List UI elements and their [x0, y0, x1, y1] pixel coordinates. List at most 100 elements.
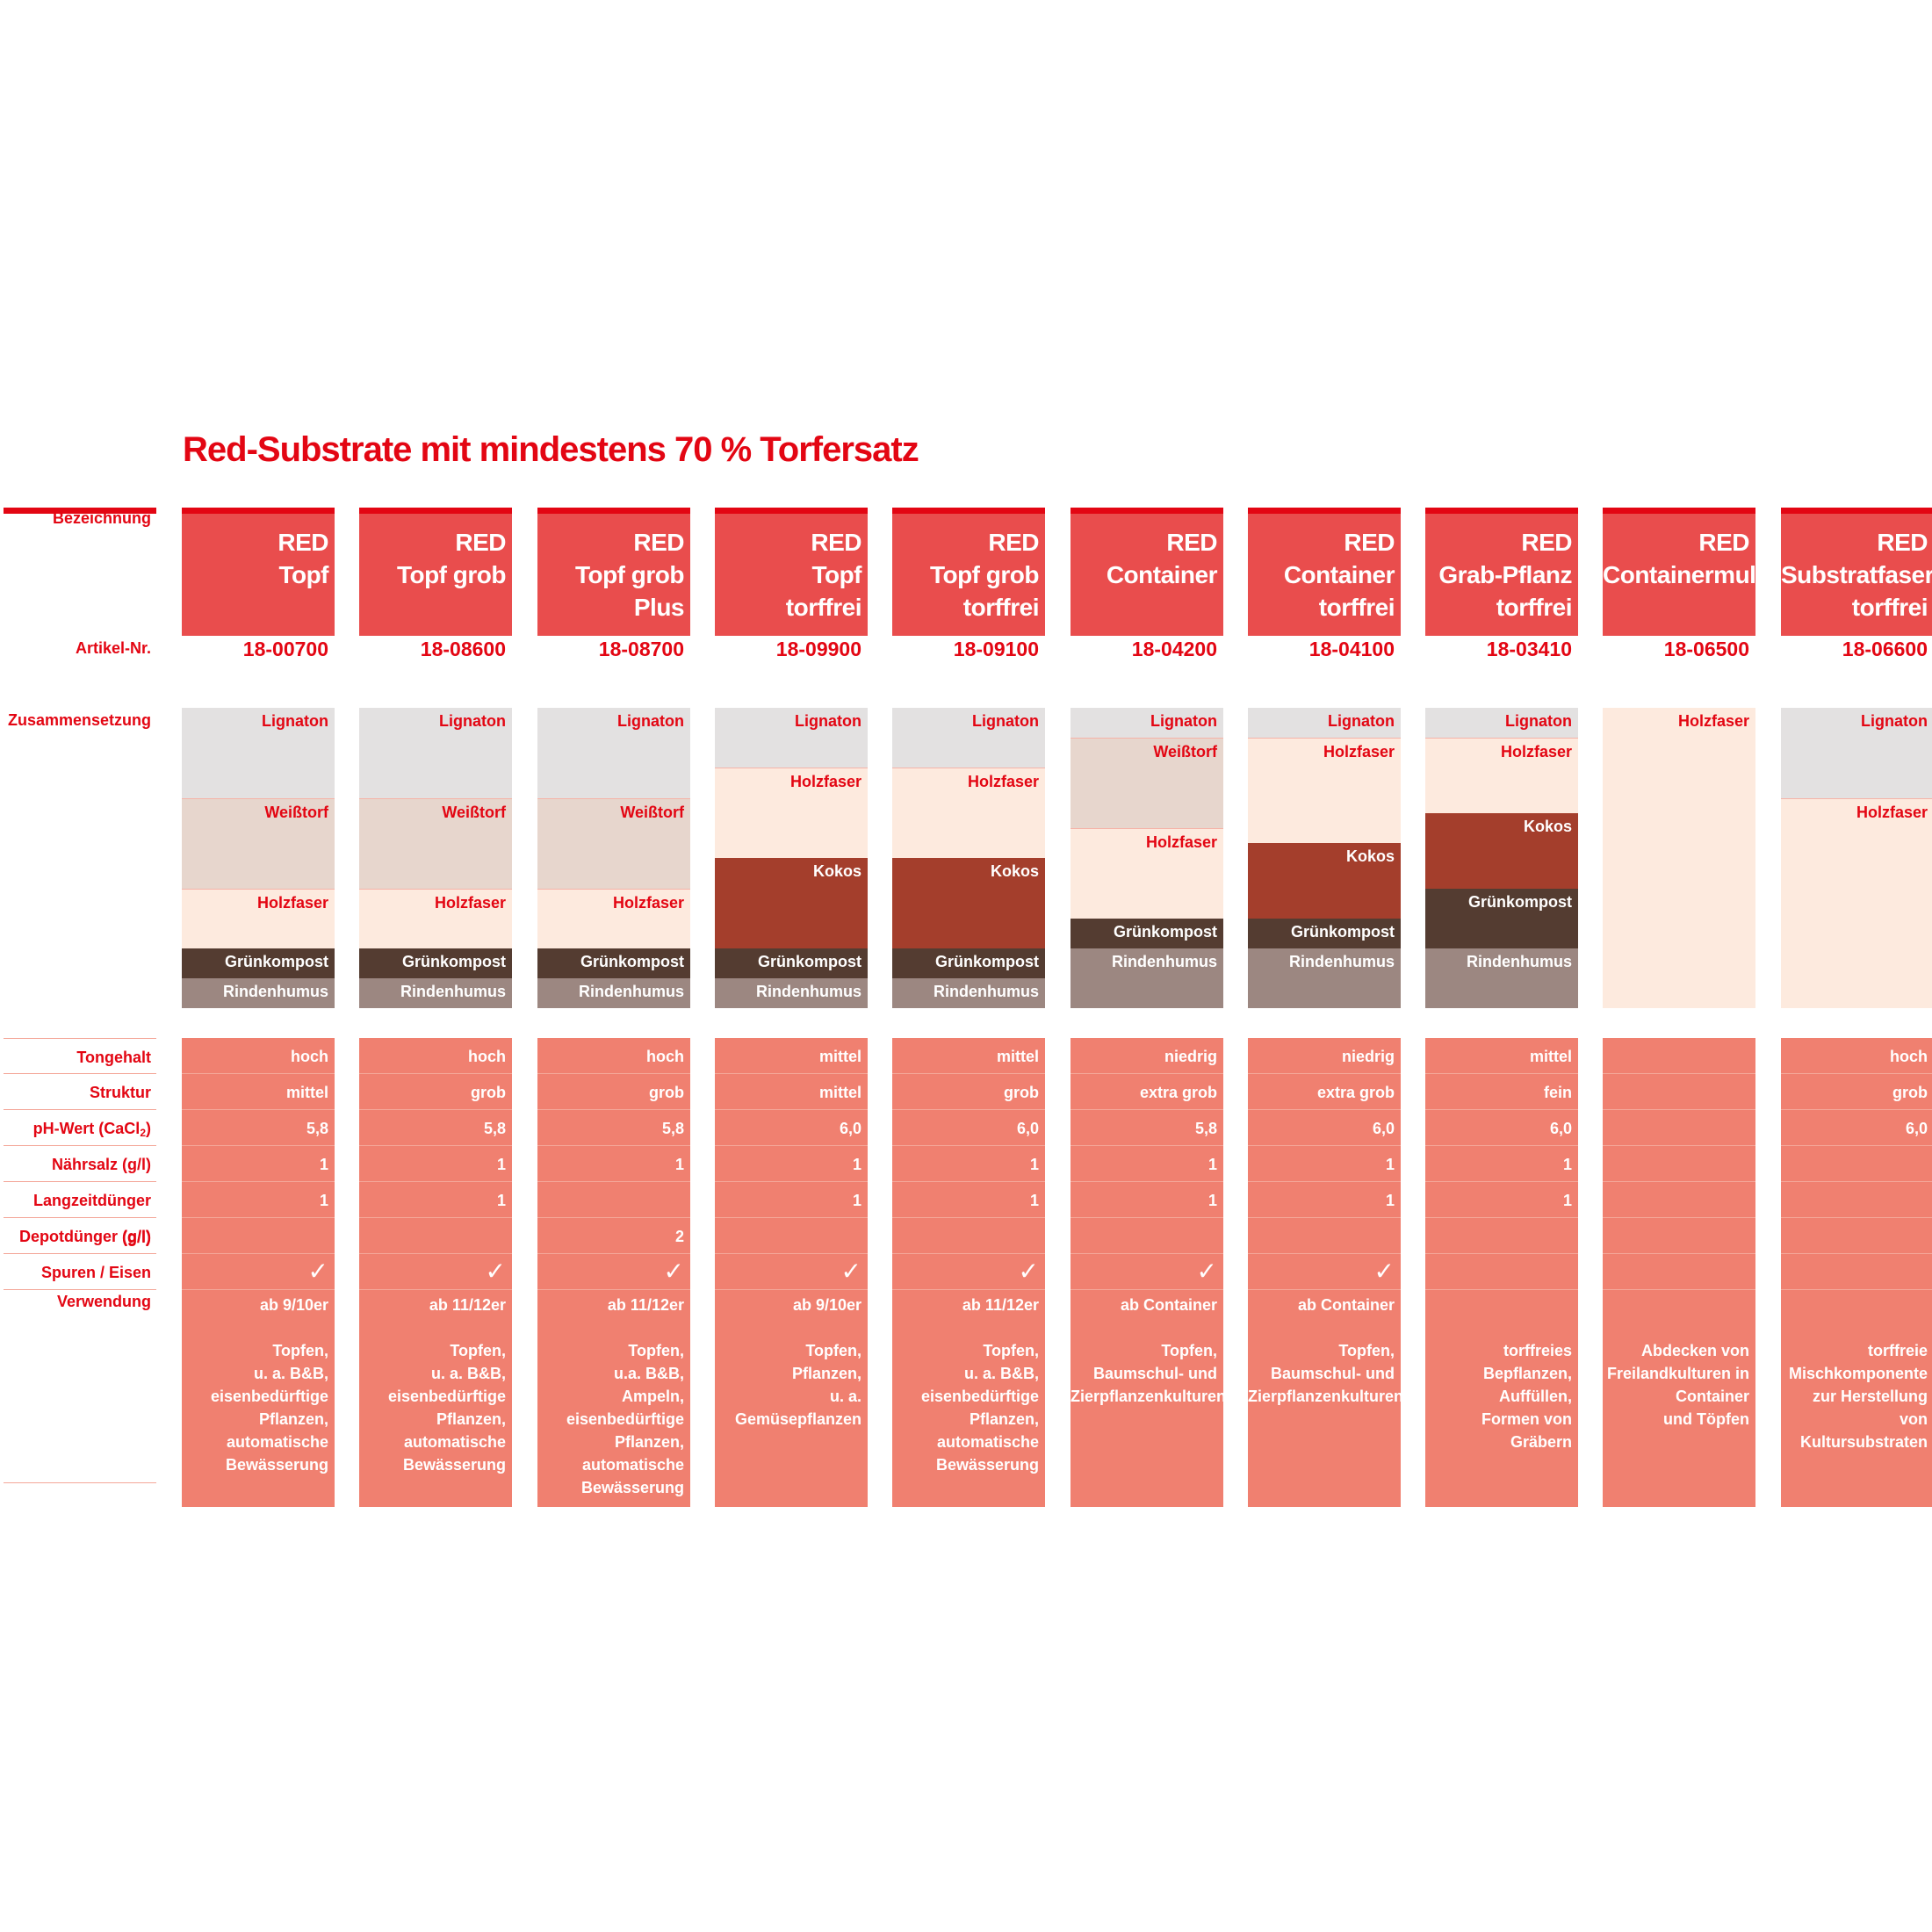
product-name-line: RED — [1166, 529, 1217, 556]
clay-cell — [1603, 1038, 1755, 1074]
usage-line: Topfen, — [1338, 1342, 1395, 1359]
longterm-cell: 1 — [359, 1182, 512, 1218]
salt-cell: 1 — [715, 1146, 868, 1182]
composition-layer-gruenkompost: Grünkompost — [1248, 919, 1401, 948]
composition-layer-kokos: Kokos — [1248, 843, 1401, 919]
row-label-name: Bezeichnung — [52, 509, 151, 527]
properties-block: hoch grob 5,8 1 1 ✓ ab 11/12er Topfen, u. a. B&B… — [359, 1038, 512, 1507]
clay-cell: hoch — [359, 1038, 512, 1074]
composition-layer-holzfaser: Holzfaser — [1248, 738, 1401, 843]
product-name-line: Substratfaser — [1781, 561, 1932, 588]
longterm-cell: 1 — [892, 1182, 1045, 1218]
salt-cell — [1603, 1146, 1755, 1182]
composition-layer-lignaton: Lignaton — [1425, 708, 1578, 738]
article-number: 18-06500 — [1663, 638, 1749, 660]
clay-cell: hoch — [1781, 1038, 1932, 1074]
article-number: 18-04100 — [1308, 638, 1395, 660]
usage-line: Pflanzen, — [436, 1410, 506, 1428]
usage-pot-size — [1603, 1294, 1749, 1316]
composition-layer-rindenhumus: Rindenhumus — [892, 978, 1045, 1008]
product-name-header: RED Topf grob Plus — [537, 508, 690, 636]
usage-line: Auffüllen, — [1499, 1388, 1572, 1405]
ph-cell: 6,0 — [1425, 1110, 1578, 1146]
usage-cell: ab 11/12er Topfen, u.a. B&B, Ampeln, eisenbe… — [537, 1294, 690, 1499]
composition-layer-holzfaser: Holzfaser — [892, 768, 1045, 858]
article-number: 18-06600 — [1842, 638, 1928, 660]
usage-line: automatische — [936, 1433, 1039, 1451]
row-label-clay: Tongehalt — [4, 1038, 156, 1074]
ph-cell: 5,8 — [359, 1110, 512, 1146]
trace-cell — [1425, 1254, 1578, 1290]
composition-layer-gruenkompost: Grünkompost — [182, 948, 335, 978]
structure-cell: mittel — [182, 1074, 335, 1110]
product-name-line: torffrei — [1851, 594, 1928, 621]
usage-line: Formen von Gräbern — [1481, 1410, 1572, 1451]
ph-cell: 6,0 — [892, 1110, 1045, 1146]
row-label-structure: Struktur — [4, 1074, 156, 1110]
product-name-line: Topf grob — [929, 561, 1040, 588]
usage-cell: ab 9/10er Topfen, Pflanzen, u. a. Gemüsepfl… — [715, 1294, 868, 1431]
clay-cell: mittel — [1425, 1038, 1578, 1074]
row-label-article: Artikel-Nr. — [75, 639, 151, 657]
clay-cell: niedrig — [1248, 1038, 1401, 1074]
composition-layer-gruenkompost: Grünkompost — [1425, 889, 1578, 948]
usage-pot-size: ab 11/12er — [607, 1296, 684, 1314]
usage-description: Topfen, u. a. B&B, eisenbedürftige Pflanzen… — [892, 1339, 1039, 1476]
structure-cell: grob — [892, 1074, 1045, 1110]
product-column: RED Container torffrei 18-04100 Lignaton Holz… — [1248, 0, 1403, 1932]
product-column: RED Topf torffrei 18-09900 Lignaton Holzfaser… — [715, 0, 868, 1932]
product-column: RED Container 18-04200 Lignaton Weißtorf Holz… — [1071, 0, 1226, 1932]
usage-description: Topfen, Pflanzen, u. a. Gemüsepflanzen — [715, 1339, 861, 1431]
product-name-line: Plus — [633, 594, 685, 621]
salt-cell: 1 — [1425, 1146, 1578, 1182]
product-name-line: Grab-Pflanz — [1438, 561, 1572, 588]
usage-pot-size — [1425, 1294, 1572, 1316]
product-column: RED Containermulch 18-06500 Holzfaser Abdec… — [1603, 0, 1784, 1932]
salt-cell: 1 — [182, 1146, 335, 1182]
row-label-ph: pH-Wert (CaCl2) — [4, 1110, 156, 1146]
composition-stack: Lignaton Holzfaser Kokos Grünkompost Rindenh… — [715, 708, 868, 1008]
usage-line: eisenbedürftige — [920, 1388, 1039, 1405]
composition-layer-weisstorf: Weißtorf — [537, 798, 690, 889]
product-name-line: Topf — [811, 561, 861, 588]
depot-cell — [1603, 1218, 1755, 1254]
usage-line: Bewässerung — [402, 1456, 506, 1474]
usage-line: Container — [1675, 1388, 1749, 1405]
check-icon: ✓ — [485, 1258, 506, 1285]
label-column-top-bar — [4, 508, 156, 514]
composition-layer-lignaton: Lignaton — [182, 708, 335, 798]
check-icon: ✓ — [663, 1258, 684, 1285]
check-icon: ✓ — [1373, 1258, 1395, 1285]
usage-line: eisenbedürftige — [387, 1388, 506, 1405]
usage-line: Topfen, — [805, 1342, 861, 1359]
usage-description: Topfen, u. a. B&B, eisenbedürftige Pflanzen… — [359, 1339, 506, 1476]
product-name-header: RED Topf grob torffrei — [892, 508, 1045, 636]
composition-layer-gruenkompost: Grünkompost — [892, 948, 1045, 978]
usage-cell: Abdecken von Freilandkulturen in Container… — [1603, 1294, 1755, 1431]
article-number: 18-09100 — [953, 638, 1039, 660]
row-label-trace: Spuren / Eisen — [4, 1254, 156, 1290]
product-name-line: RED — [633, 529, 684, 556]
usage-line: u.a. B&B, — [613, 1365, 684, 1382]
composition-layer-rindenhumus: Rindenhumus — [537, 978, 690, 1008]
clay-cell: hoch — [182, 1038, 335, 1074]
product-name-line: RED — [1877, 529, 1928, 556]
usage-pot-size: ab 11/12er — [962, 1296, 1039, 1314]
properties-block: hoch grob 6,0 torffreie Mischkomponente zur … — [1781, 1038, 1932, 1507]
structure-cell: mittel — [715, 1074, 868, 1110]
usage-line: Pflanzen, — [969, 1410, 1039, 1428]
composition-layer-weisstorf: Weißtorf — [182, 798, 335, 889]
salt-cell: 1 — [1248, 1146, 1401, 1182]
usage-pot-size: ab 11/12er — [429, 1296, 506, 1314]
usage-line: Topfen, — [628, 1342, 684, 1359]
usage-line: Pflanzen, — [258, 1410, 328, 1428]
usage-description: Abdecken von Freilandkulturen in Container… — [1603, 1339, 1749, 1431]
usage-pot-size — [1781, 1294, 1928, 1316]
composition-layer-rindenhumus: Rindenhumus — [1248, 948, 1401, 1008]
depot-cell — [892, 1218, 1045, 1254]
trace-cell: ✓ — [892, 1254, 1045, 1290]
usage-description: torffreie Mischkomponente zur Herstellung … — [1781, 1339, 1928, 1453]
usage-description: Topfen, Baumschul- und Zierpflanzenkulture… — [1248, 1339, 1403, 1408]
article-number: 18-04200 — [1131, 638, 1217, 660]
composition-layer-lignaton: Lignaton — [1248, 708, 1401, 738]
